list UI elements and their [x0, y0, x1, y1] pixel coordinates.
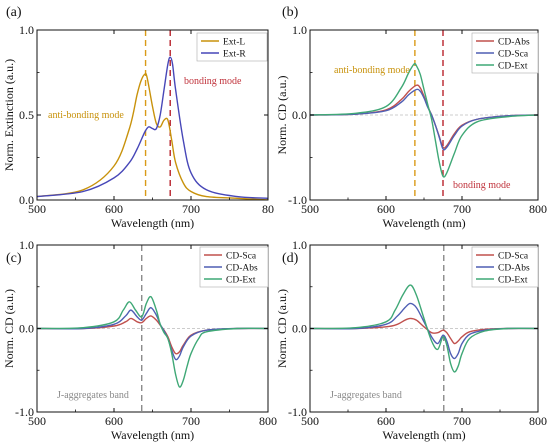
- y-tick-label: 1.0: [292, 23, 307, 37]
- legend: Ext-L Ext-R: [196, 32, 268, 62]
- legend-entry: CD-Sca: [226, 252, 257, 262]
- legend-entry: CD-Abs: [498, 38, 530, 48]
- panel-label: (c): [6, 251, 22, 266]
- legend-entry: CD-Sca: [498, 50, 529, 60]
- panel-a: (a) 500 600 700 80 0.0 0.5 1.0 Wavelength (nm) No…: [2, 5, 274, 230]
- series-group: [310, 284, 538, 373]
- series-cd-ext: [310, 284, 538, 373]
- panel-c: (c) 500 600 700 800 -1.0 0.0 1.0 Wavelength (nm)…: [2, 238, 277, 442]
- x-tick-label: 700: [182, 414, 200, 428]
- y-axis-title: Norm. CD (a.u.): [275, 76, 289, 155]
- series-cd-sca: [310, 317, 538, 345]
- y-tick-label: -1.0: [15, 405, 34, 419]
- panel-label: (d): [282, 251, 299, 266]
- legend-entry: CD-Abs: [498, 264, 530, 274]
- series-cd-abs: [37, 306, 268, 361]
- legend-entry: Ext-R: [223, 50, 246, 60]
- series-cd-sca: [37, 315, 268, 355]
- legend-entry: CD-Ext: [226, 276, 256, 286]
- x-tick-label: 800: [259, 414, 277, 428]
- panel-label: (a): [6, 5, 22, 20]
- x-axis-title: Wavelength (nm): [382, 216, 465, 230]
- series-ext-r: [37, 56, 268, 199]
- x-tick-label: 700: [453, 414, 471, 428]
- legend-entry: CD-Ext: [498, 276, 528, 286]
- series-cd-abs: [310, 302, 538, 360]
- annotation: anti-bonding mode: [48, 110, 124, 121]
- x-axis-title: Wavelength (nm): [382, 428, 465, 442]
- y-tick-label: -1.0: [288, 405, 307, 419]
- y-tick-label: 0.0: [292, 322, 307, 336]
- panel-b: (b) 500 600 700 800 -1.0 0.0 1.0 Wavelength (nm)…: [275, 5, 547, 230]
- y-axis-title: Norm. CD (a.u.): [2, 289, 16, 368]
- series-cd-sca: [310, 88, 538, 151]
- x-axis-title: Wavelength (nm): [111, 428, 194, 442]
- x-tick-label: 600: [377, 202, 395, 216]
- series-cd-ext: [37, 295, 268, 388]
- x-tick-label: 500: [301, 414, 319, 428]
- annotation: J-aggregates band: [330, 390, 402, 401]
- legend: CD-Sca CD-Abs CD-Ext: [471, 246, 539, 288]
- x-tick-label: 500: [28, 202, 46, 216]
- legend-entry: Ext-L: [223, 38, 245, 48]
- x-tick-label: 700: [453, 202, 471, 216]
- x-tick-label: 800: [529, 414, 547, 428]
- legend-box: [196, 32, 268, 62]
- x-tick-label: 700: [182, 202, 200, 216]
- y-tick-label: -1.0: [288, 193, 307, 207]
- y-tick-label: 0.0: [292, 108, 307, 122]
- series-group: [310, 62, 538, 178]
- y-axis-title: Norm. CD (a.u.): [275, 289, 289, 368]
- legend-entry: CD-Ext: [498, 62, 528, 72]
- annotation: anti-bonding mode: [334, 65, 410, 76]
- annotation: J-aggregates band: [57, 390, 129, 401]
- y-tick-label: 1.0: [19, 23, 34, 37]
- y-tick-label: 0.0: [19, 193, 34, 207]
- x-tick-label: 600: [105, 414, 123, 428]
- series-ext-l: [37, 72, 268, 200]
- x-tick-label: 600: [377, 414, 395, 428]
- x-tick-label: 600: [105, 202, 123, 216]
- panel-d: (d) 500 600 700 800 -1.0 0.0 1.0 Wavelength (nm)…: [275, 238, 547, 442]
- annotation: bonding mode: [453, 180, 511, 191]
- y-tick-label: 0.0: [19, 322, 34, 336]
- legend: CD-Sca CD-Abs CD-Ext: [199, 246, 269, 288]
- y-tick-label: 1.0: [292, 238, 307, 252]
- x-tick-label: 500: [28, 414, 46, 428]
- y-tick-label: 0.5: [19, 108, 34, 122]
- panel-label: (b): [282, 5, 299, 20]
- series-cd-ext: [310, 62, 538, 178]
- x-axis-title: Wavelength (nm): [111, 216, 194, 230]
- legend-entry: CD-Abs: [226, 264, 258, 274]
- legend-entry: CD-Sca: [498, 252, 529, 262]
- x-tick-label: 80: [262, 202, 274, 216]
- series-group: [37, 295, 268, 388]
- x-tick-label: 500: [301, 202, 319, 216]
- legend: CD-Abs CD-Sca CD-Ext: [471, 32, 539, 74]
- series-group: [37, 56, 268, 200]
- x-tick-label: 800: [529, 202, 547, 216]
- annotation: bonding mode: [184, 76, 242, 87]
- y-axis-title: Norm. Extinction (a.u.): [2, 59, 16, 171]
- y-tick-label: 1.0: [19, 238, 34, 252]
